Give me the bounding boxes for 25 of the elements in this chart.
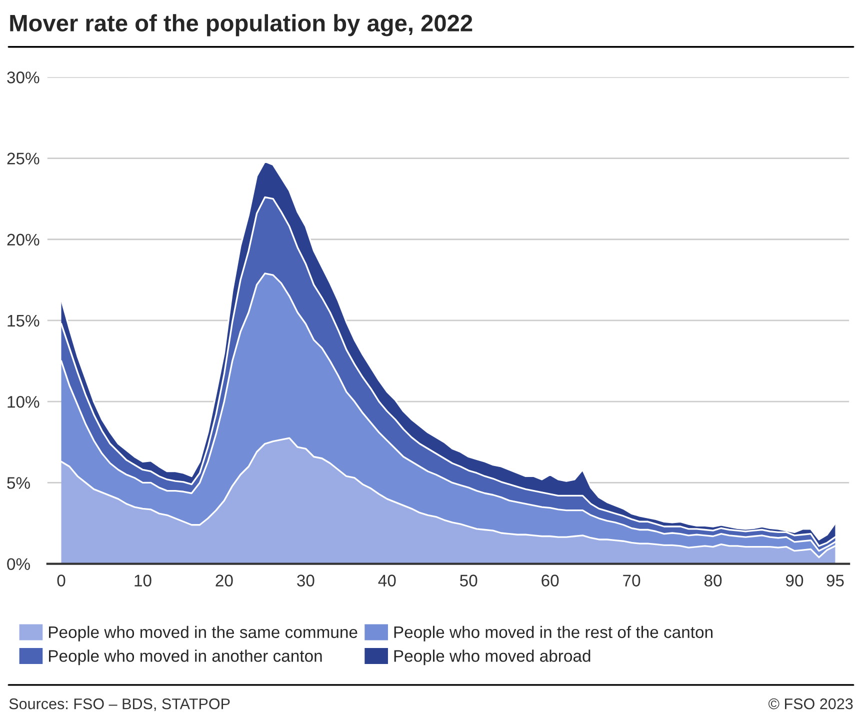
- x-tick-label: 10: [134, 574, 152, 586]
- x-tick-label: 95: [826, 574, 844, 586]
- x-tick-label: 0: [57, 574, 66, 586]
- y-tick-label: 25%: [7, 152, 40, 164]
- legend-label: People who moved in another canton: [49, 650, 322, 666]
- x-tick-label: 90: [786, 574, 804, 586]
- chart-title: Mover rate of the population by age, 2022: [10, 14, 472, 36]
- y-tick-label: 20%: [7, 234, 40, 246]
- y-tick-label: 10%: [8, 396, 40, 408]
- x-tick-label: 40: [378, 574, 396, 586]
- y-tick-label: 0%: [7, 558, 30, 570]
- legend-label: People who moved in the same commune: [49, 626, 358, 642]
- y-tick-label: 30%: [7, 72, 40, 84]
- x-tick-label: 70: [623, 574, 640, 586]
- y-tick-label: 5%: [7, 477, 30, 489]
- x-tick-label: 50: [460, 574, 478, 586]
- x-tick-label: 30: [297, 574, 314, 586]
- x-tick-label: 60: [542, 574, 559, 586]
- x-tick-label: 20: [216, 574, 233, 586]
- legend-label: People who moved in the rest of the canton: [394, 626, 712, 642]
- text: © FSO 2023: [768, 698, 853, 710]
- x-tick-label: 80: [704, 574, 722, 586]
- legend-label: People who moved abroad: [394, 650, 590, 666]
- source-note: Sources: FSO – BDS, STATPOP: [9, 698, 230, 712]
- y-tick-label: 15%: [8, 314, 40, 327]
